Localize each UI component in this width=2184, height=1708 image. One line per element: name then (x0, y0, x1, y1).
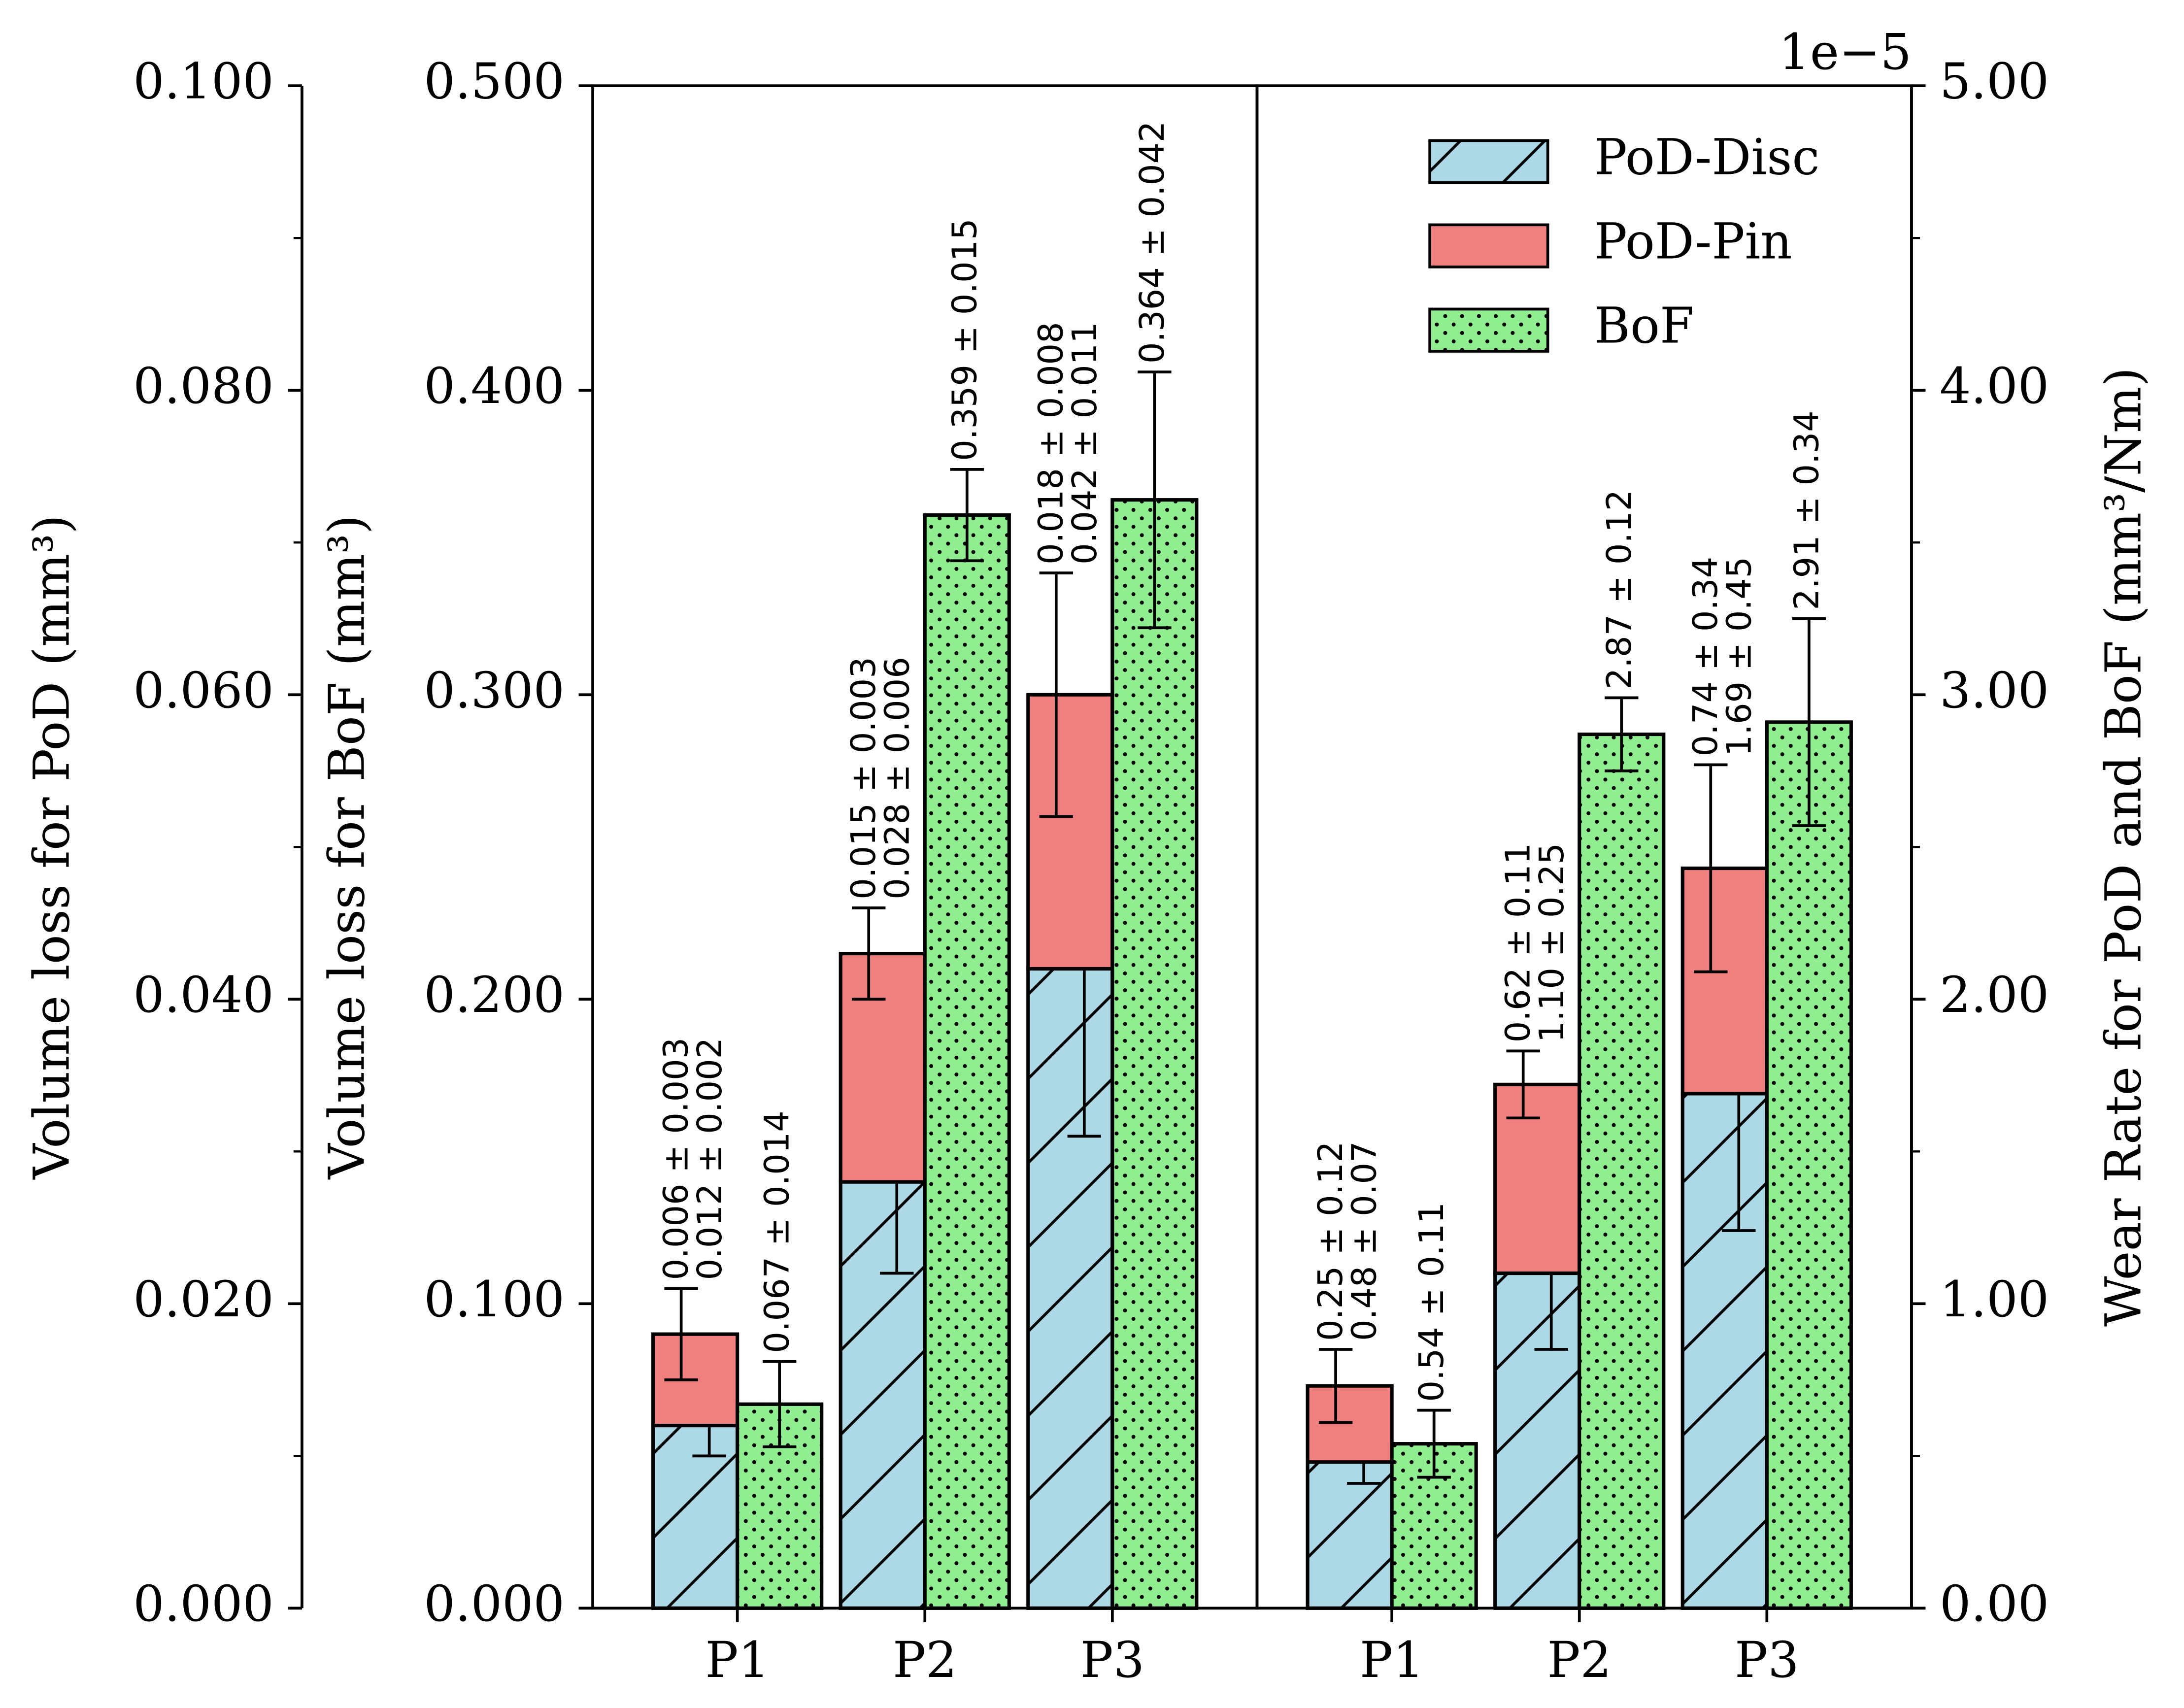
error-bar (1417, 1408, 1451, 1479)
bar (1110, 498, 1199, 1610)
bar (651, 1423, 739, 1610)
x-tick-label: P1 (705, 1631, 770, 1689)
value-label: 0.48 ± 0.07 (1345, 1141, 1384, 1340)
value-label: 0.015 ± 0.003 (844, 657, 883, 899)
bar (1026, 693, 1114, 971)
y-tick-label: 0.060 (133, 662, 274, 719)
value-label: 2.91 ± 0.34 (1787, 410, 1826, 610)
bar (1765, 720, 1853, 1610)
value-label: 1.69 ± 0.45 (1720, 557, 1759, 756)
legend-swatch (1428, 139, 1549, 184)
value-label: 0.042 ± 0.011 (1066, 322, 1105, 564)
y2-tick-label: 0.500 (424, 53, 565, 110)
y-tick-label: 4.00 (1940, 357, 2049, 415)
error-bar (950, 468, 984, 563)
x-tick-label: P2 (893, 1631, 957, 1689)
y-tick-label: 0.000 (133, 1575, 274, 1633)
y-tick-label: 0.100 (133, 53, 274, 110)
error-bar (1792, 617, 1826, 827)
value-label: 0.74 ± 0.34 (1686, 557, 1725, 756)
x-tick-label: P3 (1080, 1631, 1145, 1689)
error-bar (1694, 763, 1728, 973)
y2-axis-label: Volume loss for BoF (mm³) (318, 515, 375, 1179)
bar (1680, 866, 1769, 1096)
x-tick-label: P2 (1547, 1631, 1612, 1689)
value-label: 0.54 ± 0.11 (1412, 1202, 1451, 1402)
legend-swatch (1428, 307, 1549, 353)
bar (839, 952, 927, 1184)
y-tick-label: 0.00 (1940, 1575, 2049, 1633)
bar (923, 513, 1011, 1610)
value-label: 0.012 ± 0.002 (691, 1038, 730, 1280)
error-bar (1605, 696, 1639, 772)
y-tick-label: 5.00 (1940, 53, 2049, 110)
error-bar (1318, 1348, 1353, 1424)
bar (839, 1180, 927, 1610)
legend-label: PoD-Disc (1594, 129, 1820, 186)
y-tick-label: 1.00 (1940, 1271, 2049, 1328)
bar (1306, 1384, 1394, 1464)
y-tick-label: 2.00 (1940, 966, 2049, 1024)
bar (1026, 967, 1114, 1610)
value-label: 1.10 ± 0.25 (1533, 843, 1572, 1042)
value-label: 0.25 ± 0.12 (1311, 1141, 1350, 1340)
value-label: 0.018 ± 0.008 (1032, 322, 1071, 564)
error-bar (1506, 1049, 1540, 1120)
bar (1306, 1460, 1394, 1610)
y-tick-label: 0.020 (133, 1271, 274, 1328)
y-axis-label: Wear Rate for PoD and BoF (mm³/Nm) (2095, 368, 2152, 1327)
error-bar (762, 1360, 797, 1448)
y2-tick-label: 0.300 (424, 662, 565, 719)
value-label: 2.87 ± 0.12 (1600, 490, 1639, 689)
value-label: 0.62 ± 0.11 (1499, 843, 1538, 1042)
bar (1493, 1082, 1581, 1275)
y2-tick-label: 0.400 (424, 357, 565, 415)
bar (1493, 1271, 1581, 1610)
x-tick-label: P1 (1360, 1631, 1424, 1689)
bar (736, 1402, 824, 1610)
legend-swatch (1428, 223, 1549, 268)
error-bar (664, 1287, 698, 1381)
value-label: 0.364 ± 0.042 (1133, 121, 1172, 363)
y-axis-label: Volume loss for PoD (mm³) (23, 515, 81, 1180)
legend-label: BoF (1594, 297, 1694, 355)
error-bar (1138, 370, 1172, 630)
offset-text: 1e−5 (1779, 23, 1912, 81)
x-tick-label: P3 (1735, 1631, 1799, 1689)
bar (1578, 733, 1666, 1610)
error-bar (852, 906, 886, 1001)
error-bar (1039, 571, 1074, 818)
y-tick-label: 3.00 (1940, 662, 2049, 719)
y-tick-label: 0.040 (133, 966, 274, 1024)
y2-tick-label: 0.000 (424, 1575, 565, 1633)
value-label: 0.067 ± 0.014 (758, 1110, 797, 1353)
y-tick-label: 0.080 (133, 357, 274, 415)
legend-label: PoD-Pin (1594, 213, 1792, 270)
bar (1680, 1092, 1769, 1610)
value-label: 0.028 ± 0.006 (878, 657, 917, 899)
y2-tick-label: 0.200 (424, 966, 565, 1024)
value-label: 0.359 ± 0.015 (945, 218, 984, 461)
y2-tick-label: 0.100 (424, 1271, 565, 1328)
value-label: 0.006 ± 0.003 (657, 1038, 696, 1280)
